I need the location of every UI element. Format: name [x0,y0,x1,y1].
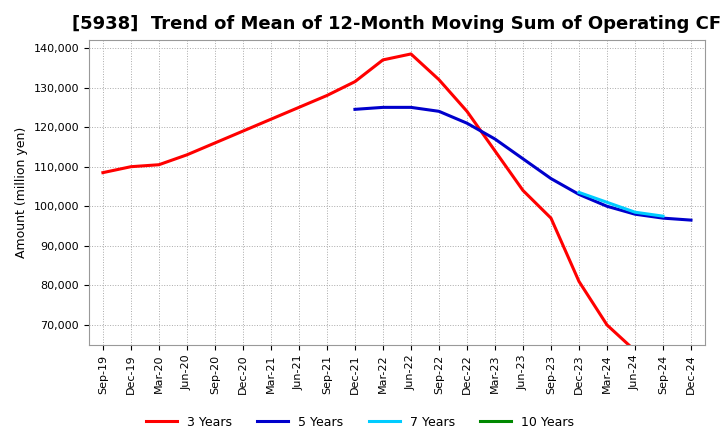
Y-axis label: Amount (million yen): Amount (million yen) [15,127,28,258]
3 Years [603,323,611,328]
5 Years [687,217,696,223]
3 Years [631,348,639,353]
3 Years [266,117,275,122]
7 Years [659,213,667,219]
Line: 5 Years: 5 Years [355,107,691,220]
Title: [5938]  Trend of Mean of 12-Month Moving Sum of Operating CF: [5938] Trend of Mean of 12-Month Moving … [73,15,720,33]
3 Years [238,128,247,134]
3 Years [99,170,107,175]
Legend: 3 Years, 5 Years, 7 Years, 10 Years: 3 Years, 5 Years, 7 Years, 10 Years [141,411,579,434]
5 Years [603,204,611,209]
3 Years [351,79,359,84]
5 Years [463,121,472,126]
3 Years [463,109,472,114]
5 Years [518,156,527,161]
7 Years [575,190,583,195]
3 Years [546,216,555,221]
3 Years [127,164,135,169]
Line: 3 Years: 3 Years [103,54,663,352]
3 Years [518,188,527,193]
3 Years [211,140,220,146]
3 Years [575,279,583,284]
7 Years [603,200,611,205]
3 Years [490,148,499,154]
5 Years [351,107,359,112]
3 Years [407,51,415,57]
5 Years [546,176,555,181]
3 Years [435,77,444,82]
3 Years [294,105,303,110]
5 Years [435,109,444,114]
5 Years [631,212,639,217]
Line: 7 Years: 7 Years [579,192,663,216]
5 Years [659,216,667,221]
3 Years [155,162,163,167]
5 Years [490,136,499,142]
3 Years [659,350,667,355]
7 Years [631,209,639,215]
3 Years [323,93,331,98]
5 Years [575,192,583,197]
5 Years [379,105,387,110]
3 Years [379,57,387,62]
3 Years [183,152,192,158]
5 Years [407,105,415,110]
